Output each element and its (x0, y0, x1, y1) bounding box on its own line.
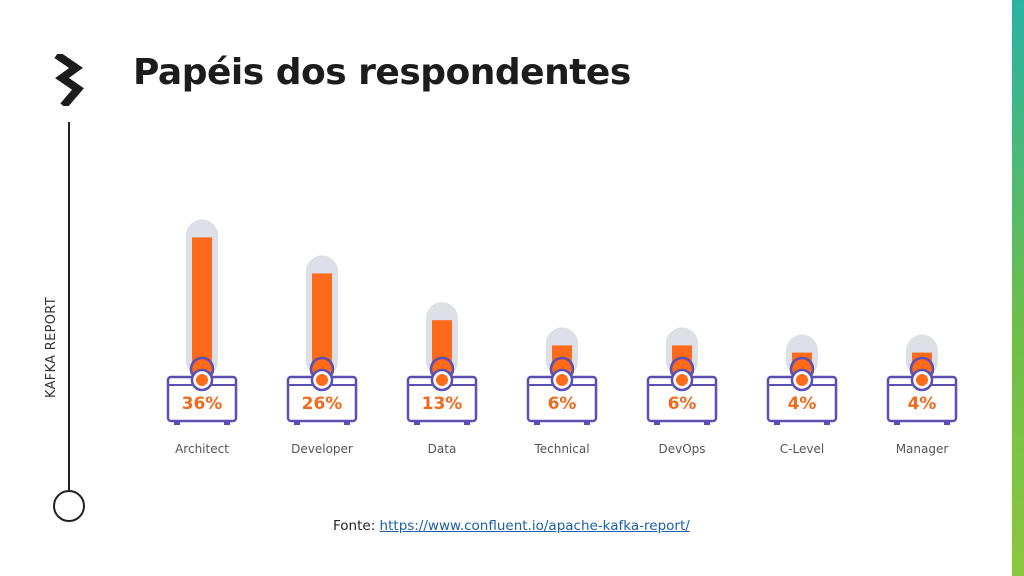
category-label: Developer (291, 442, 353, 456)
page-title: Papéis dos respondentes (133, 52, 631, 93)
category-label: Architect (175, 442, 229, 456)
source-note: Fonte: https://www.confluent.io/apache-k… (333, 518, 690, 534)
frame-foot (174, 421, 180, 425)
value-label: 4% (788, 394, 817, 414)
bar (192, 237, 212, 373)
bulb-core (676, 374, 688, 386)
bar (312, 273, 332, 373)
accent-strip (1012, 0, 1024, 576)
value-label: 4% (908, 394, 937, 414)
frame-foot (224, 421, 230, 425)
value-label: 13% (422, 394, 463, 414)
frame-foot (654, 421, 660, 425)
bulb-core (436, 374, 448, 386)
bulb-core (796, 374, 808, 386)
category-label: Data (428, 442, 457, 456)
chart-svg: 36% Architect 26% Developer 13% Data 6% Technic… (166, 219, 958, 456)
side-label: KAFKA REPORT (44, 297, 59, 398)
value-label: 6% (548, 394, 577, 414)
timeline-line (68, 122, 70, 492)
frame-foot (534, 421, 540, 425)
frame-foot (344, 421, 350, 425)
category-label: Technical (533, 442, 589, 456)
frame-foot (294, 421, 300, 425)
timeline-circle (53, 490, 85, 522)
frame-foot (414, 421, 420, 425)
value-label: 36% (182, 394, 223, 414)
bulb-core (916, 374, 928, 386)
value-label: 26% (302, 394, 343, 414)
source-link[interactable]: https://www.confluent.io/apache-kafka-re… (379, 518, 690, 534)
frame-foot (824, 421, 830, 425)
source-prefix: Fonte: (333, 518, 376, 534)
bulb-core (316, 374, 328, 386)
value-label: 6% (668, 394, 697, 414)
frame-foot (464, 421, 470, 425)
frame-foot (704, 421, 710, 425)
frame-foot (774, 421, 780, 425)
category-label: C-Level (780, 442, 824, 456)
roles-chart: 36% Architect 26% Developer 13% Data 6% Technic… (160, 195, 970, 465)
frame-foot (894, 421, 900, 425)
bulb-core (556, 374, 568, 386)
bulb-core (196, 374, 208, 386)
frame-foot (584, 421, 590, 425)
category-label: DevOps (658, 442, 705, 456)
frame-foot (944, 421, 950, 425)
category-label: Manager (896, 442, 949, 456)
kafka-summit-bolt-icon (48, 51, 88, 109)
